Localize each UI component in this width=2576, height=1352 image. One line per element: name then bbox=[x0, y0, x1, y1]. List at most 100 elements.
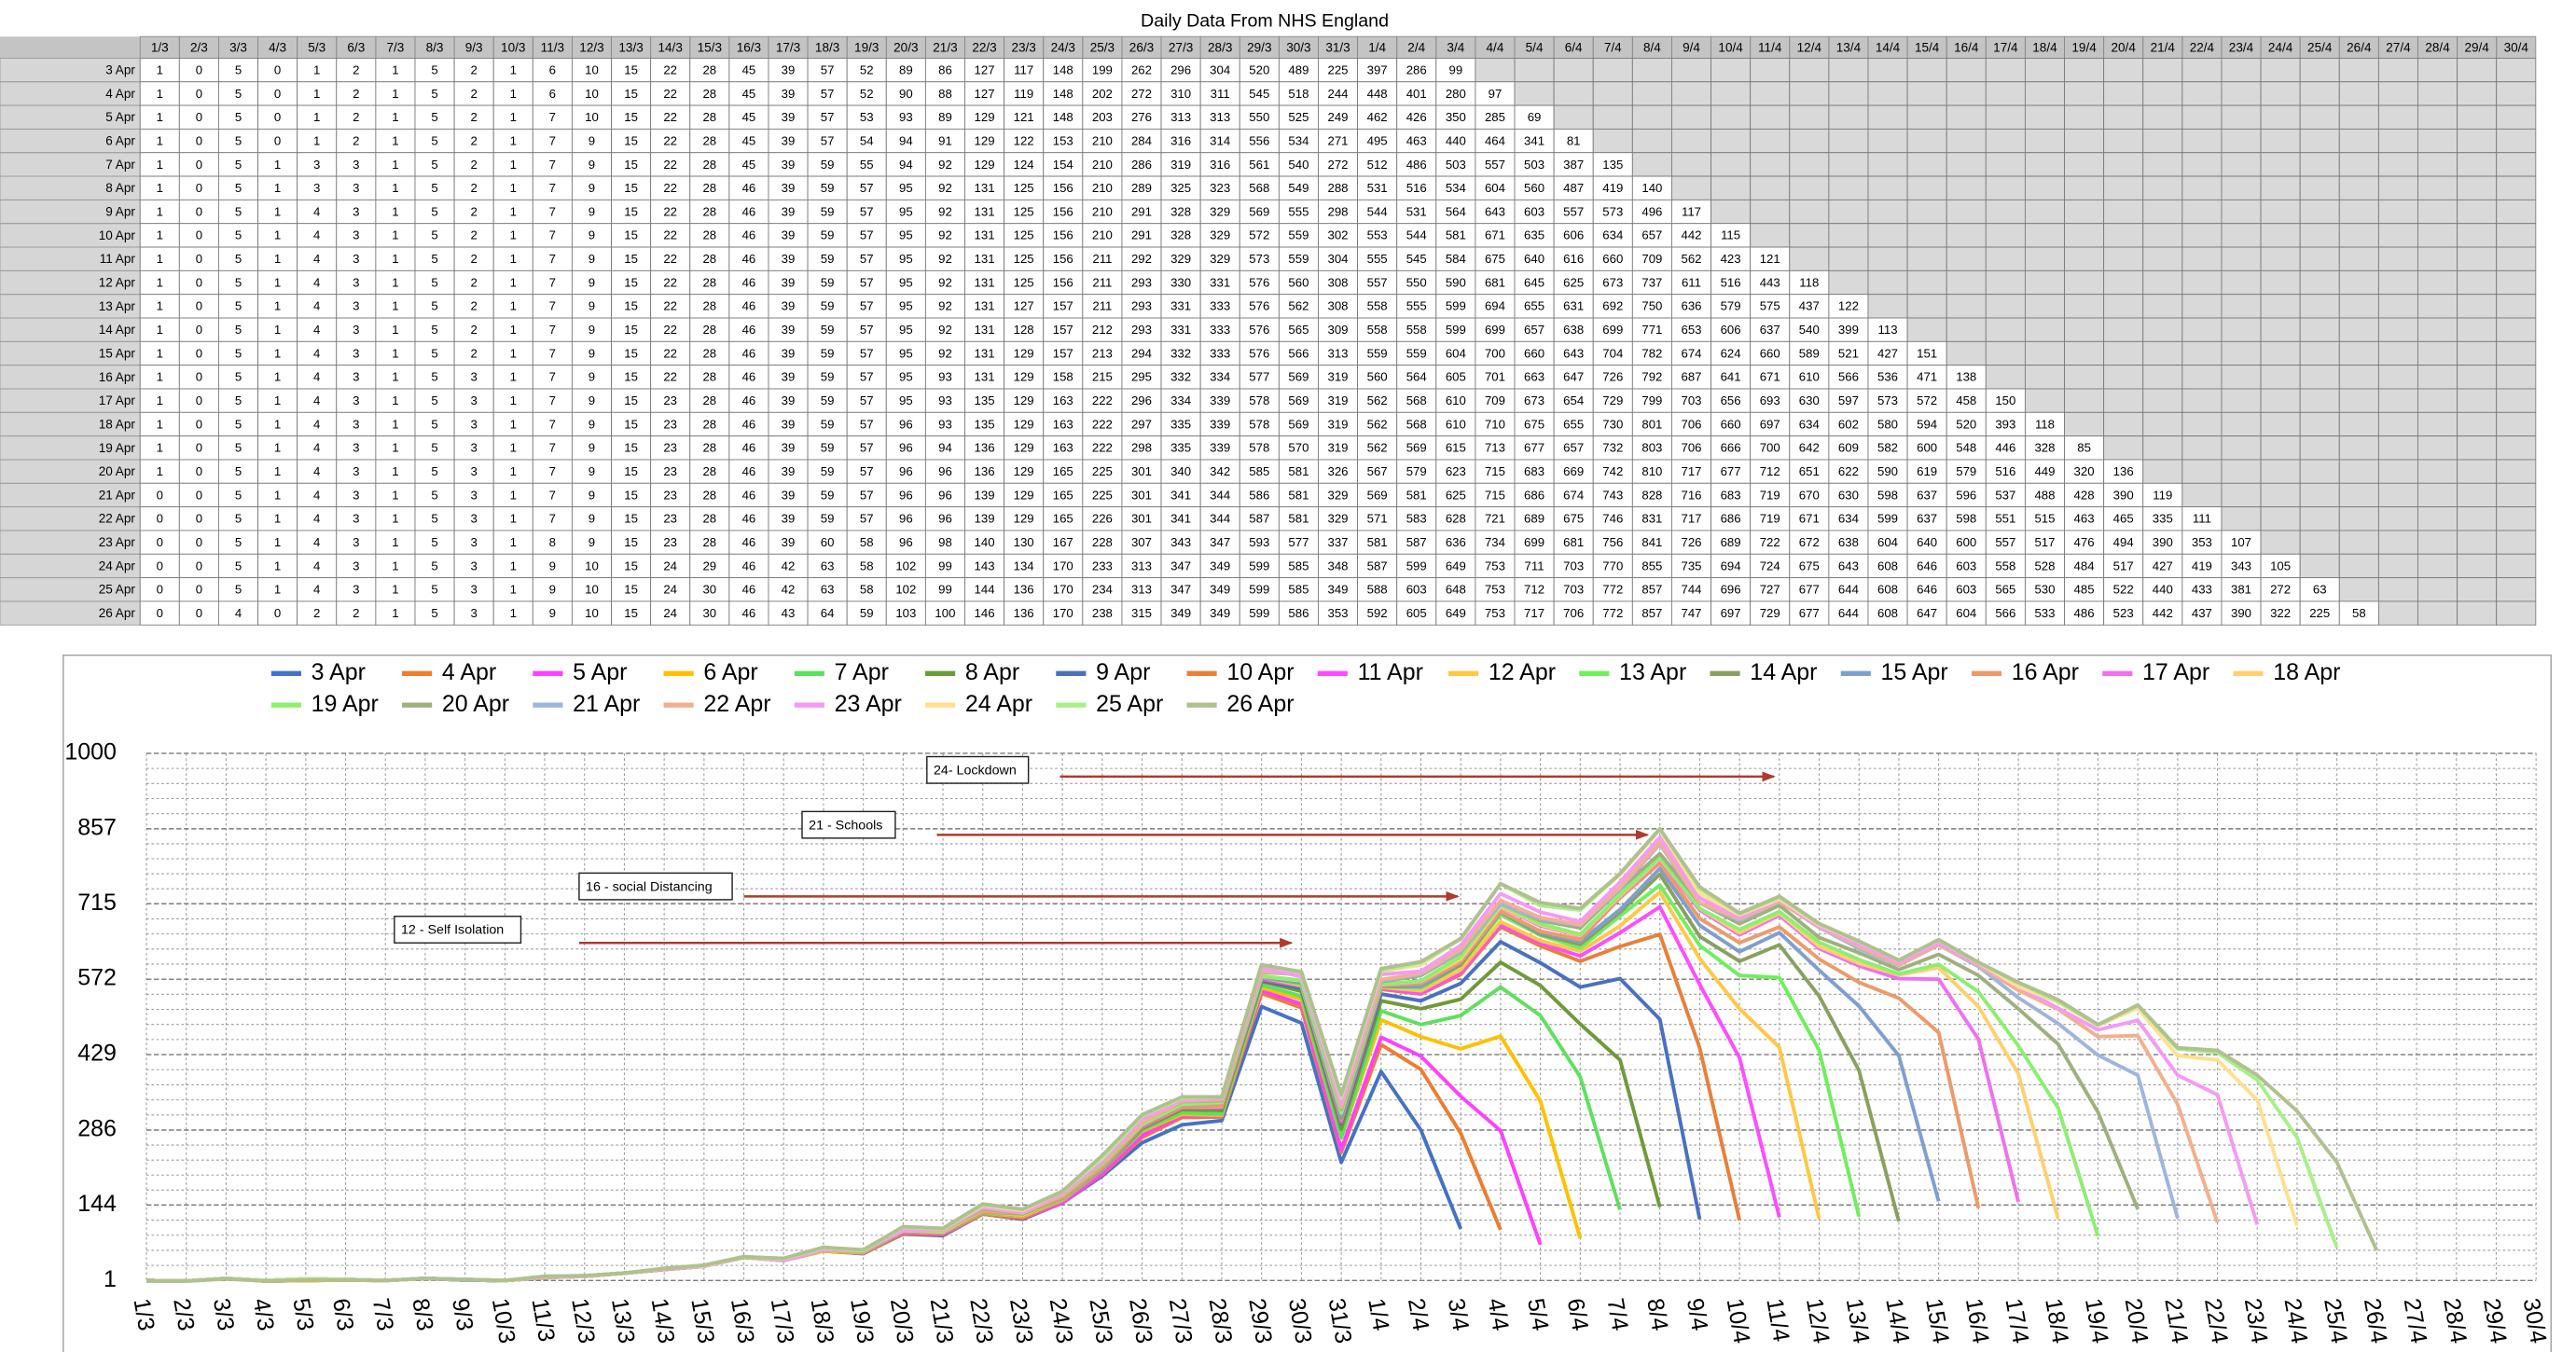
table-value: 115 bbox=[1721, 228, 1740, 242]
table-cell bbox=[1121, 459, 1162, 484]
table-row-label: 3 Apr bbox=[105, 63, 135, 77]
table-value: 95 bbox=[899, 370, 913, 384]
table-value: 2 bbox=[353, 133, 359, 147]
table-value: 1 bbox=[157, 275, 163, 289]
table-value: 24 bbox=[663, 583, 677, 597]
table-value: 593 bbox=[1249, 535, 1269, 549]
table-cell bbox=[2024, 175, 2065, 200]
table-value: 484 bbox=[2074, 559, 2095, 573]
table-value: 1 bbox=[274, 158, 281, 172]
table-cell bbox=[846, 340, 887, 366]
table-value: 569 bbox=[1288, 393, 1309, 407]
table-cell bbox=[2338, 435, 2379, 461]
y-tick-label: 857 bbox=[77, 814, 117, 840]
table-value: 746 bbox=[1602, 512, 1623, 526]
table-cell bbox=[1750, 199, 1791, 225]
table-cell bbox=[257, 57, 298, 83]
table-cell bbox=[1985, 152, 2026, 177]
table-value: 46 bbox=[742, 275, 756, 289]
table-cell bbox=[492, 459, 533, 484]
table-value: 127 bbox=[1014, 299, 1034, 313]
table-value: 544 bbox=[1367, 204, 1388, 218]
x-tick-label: 9/3 bbox=[447, 1296, 478, 1332]
table-cell bbox=[375, 175, 416, 200]
table-cell bbox=[2221, 388, 2262, 413]
table-value: 557 bbox=[1367, 275, 1388, 289]
table-cell bbox=[1867, 411, 1908, 437]
table-column-header: 6/4 bbox=[1565, 40, 1583, 54]
table-column-header: 17/4 bbox=[1993, 40, 2018, 54]
table-value: 339 bbox=[1210, 393, 1230, 407]
table-value: 39 bbox=[782, 535, 796, 549]
table-cell bbox=[336, 530, 377, 555]
table-cell bbox=[1867, 269, 1908, 296]
table-value: 1 bbox=[392, 370, 398, 384]
table-cell bbox=[1867, 294, 1908, 319]
table-cell bbox=[2299, 81, 2340, 106]
table-cell bbox=[846, 600, 887, 626]
table-value: 92 bbox=[938, 181, 952, 195]
table-value: 1 bbox=[510, 464, 517, 478]
table-value: 28 bbox=[702, 441, 716, 455]
table-cell bbox=[1435, 600, 1476, 626]
table-cell bbox=[2496, 246, 2537, 271]
table-cell bbox=[2221, 577, 2262, 602]
table-cell bbox=[2142, 388, 2183, 413]
table-value: 69 bbox=[1528, 110, 1542, 124]
table-cell bbox=[2260, 577, 2301, 602]
table-cell bbox=[1906, 600, 1947, 626]
table-cell bbox=[1043, 577, 1084, 602]
table-cell bbox=[532, 600, 573, 626]
table-value: 427 bbox=[2153, 559, 2173, 573]
table-cell bbox=[1670, 530, 1711, 555]
table-cell bbox=[2260, 600, 2301, 626]
table-column-header: 13/3 bbox=[618, 40, 643, 54]
table-value: 605 bbox=[1406, 606, 1427, 620]
table-cell bbox=[2221, 340, 2262, 366]
table-cell bbox=[1357, 269, 1398, 296]
table-cell bbox=[1199, 57, 1240, 83]
table-cell bbox=[532, 388, 573, 413]
table-cell bbox=[1985, 530, 2026, 555]
table-value: 660 bbox=[1602, 252, 1623, 266]
table-cell bbox=[2338, 152, 2379, 177]
table-value: 1 bbox=[510, 252, 517, 266]
table-value: 5 bbox=[431, 370, 437, 384]
table-value: 99 bbox=[1449, 62, 1463, 76]
table-cell bbox=[375, 128, 416, 154]
table-value: 419 bbox=[2192, 559, 2212, 573]
table-cell bbox=[1985, 365, 2026, 390]
table-cell bbox=[1160, 506, 1201, 531]
table-cell bbox=[611, 435, 652, 461]
table-column-header: 24/3 bbox=[1051, 40, 1075, 54]
table-column-header: 16/4 bbox=[1954, 40, 1979, 54]
table-cell bbox=[453, 223, 494, 248]
table-value: 619 bbox=[1917, 464, 1937, 478]
table-column-header: 6/3 bbox=[347, 40, 365, 54]
table-value: 605 bbox=[1446, 370, 1466, 384]
table-value: 1 bbox=[392, 62, 398, 76]
table-value: 28 bbox=[702, 488, 716, 502]
table-value: 1 bbox=[510, 110, 517, 124]
table-cell bbox=[2142, 104, 2183, 130]
table-cell bbox=[846, 388, 887, 413]
table-value: 536 bbox=[1877, 370, 1898, 384]
table-value: 124 bbox=[1014, 158, 1034, 172]
table-value: 625 bbox=[1446, 488, 1466, 502]
table-cell bbox=[2260, 388, 2301, 413]
table-cell bbox=[2377, 294, 2418, 319]
table-value: 102 bbox=[895, 559, 916, 573]
table-value: 335 bbox=[2153, 512, 2173, 526]
table-value: 135 bbox=[1602, 158, 1623, 172]
table-cell bbox=[2064, 411, 2105, 437]
table-value: 737 bbox=[1641, 275, 1662, 289]
table-cell bbox=[414, 553, 455, 579]
table-value: 10 bbox=[585, 583, 599, 597]
table-cell bbox=[178, 269, 219, 296]
table-cell bbox=[2299, 269, 2340, 296]
table-cell bbox=[1318, 340, 1359, 366]
table-column-header: 15/3 bbox=[698, 40, 722, 54]
table-cell bbox=[2496, 365, 2537, 390]
table-value: 724 bbox=[1760, 559, 1780, 573]
table-cell bbox=[1239, 388, 1280, 413]
